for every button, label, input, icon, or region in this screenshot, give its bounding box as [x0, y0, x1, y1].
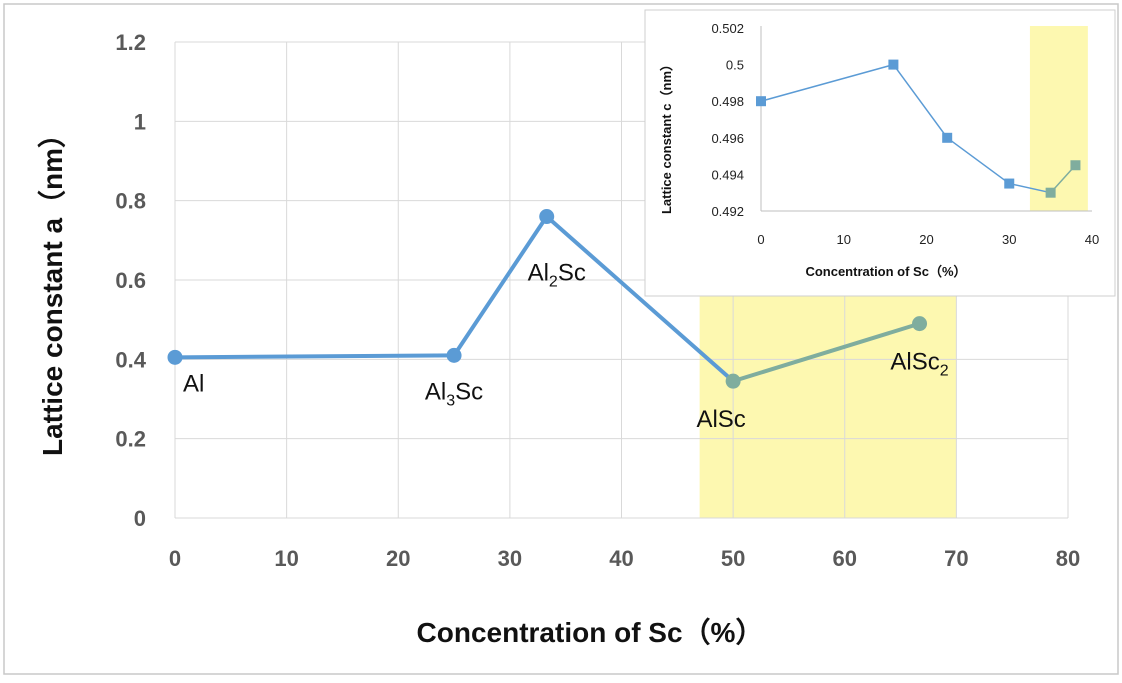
- main-x-tick-label: 40: [609, 546, 633, 571]
- main-x-tick-label: 10: [274, 546, 298, 571]
- main-x-axis-title: Concentration of Sc（%）: [417, 616, 764, 648]
- point-label-subscript: 3: [446, 392, 455, 409]
- inset-x-tick-label: 30: [1002, 232, 1016, 247]
- main-data-point: [167, 349, 183, 365]
- point-label-base: Al: [528, 260, 549, 287]
- main-y-tick-label: 0: [134, 506, 146, 531]
- main-x-tick-label: 80: [1056, 546, 1080, 571]
- inset-x-tick-label: 0: [757, 232, 764, 247]
- main-y-axis-title: Lattice constant a（nm）: [36, 120, 68, 456]
- main-series-segment: [173, 353, 457, 360]
- inset-x-tick-label: 20: [919, 232, 933, 247]
- inset-highlight-band: [1029, 26, 1088, 211]
- inset-series-segment: [1009, 182, 1051, 194]
- main-y-tick-label: 0.4: [115, 347, 146, 372]
- inset-x-tick-label: 40: [1085, 232, 1099, 247]
- inset-data-point: [1004, 178, 1015, 189]
- main-x-tick-label: 20: [386, 546, 410, 571]
- main-point-label: Al: [183, 370, 204, 397]
- inset-series-segment: [892, 64, 948, 139]
- main-x-tick-label: 50: [721, 546, 745, 571]
- inset-y-tick-label: 0.498: [711, 94, 744, 109]
- inset-x-tick-labels: 0 10 20 30 40: [757, 232, 1099, 247]
- main-series-segment: [731, 321, 922, 384]
- inset-series: [756, 59, 1081, 198]
- inset-y-tick-label: 0.492: [711, 204, 744, 219]
- main-y-tick-label: 1: [134, 109, 146, 134]
- inset-y-axis-title: Lattice constant c（nm）: [659, 58, 674, 214]
- point-label-base: AlSc: [696, 406, 745, 433]
- main-x-tick-label: 60: [833, 546, 857, 571]
- inset-y-tick-label: 0.494: [711, 167, 744, 182]
- point-label-base: Al: [183, 370, 204, 397]
- point-label-subscript: 2: [549, 274, 558, 291]
- main-point-label: Al2Sc: [528, 260, 586, 291]
- inset-data-point: [1070, 160, 1081, 171]
- point-label-base: AlSc: [890, 349, 939, 376]
- point-label-tail: Sc: [558, 260, 586, 287]
- inset-data-point: [942, 132, 953, 143]
- inset-y-tick-labels: 0.492 0.494 0.496 0.498 0.5 0.502: [711, 21, 744, 219]
- main-data-point: [446, 347, 462, 363]
- main-y-tick-label: 1.2: [115, 30, 146, 55]
- inset-data-point: [888, 59, 899, 70]
- inset-y-tick-label: 0.496: [711, 131, 744, 146]
- main-data-point: [912, 316, 928, 332]
- inset-axes: [760, 26, 1092, 212]
- inset-data-point: [756, 96, 766, 107]
- main-y-tick-labels: 0 0.2 0.4 0.6 0.8 1 1.2: [115, 30, 146, 531]
- main-data-point: [725, 373, 741, 389]
- main-x-tick-label: 0: [169, 546, 181, 571]
- inset-y-tick-label: 0.502: [711, 21, 744, 36]
- inset-highlight-band-layer: [1029, 26, 1088, 211]
- point-label-subscript: 2: [940, 363, 949, 380]
- main-point-label: AlSc2: [890, 349, 948, 380]
- main-point-label: Al3Sc: [425, 378, 483, 409]
- inset-x-tick-label: 10: [837, 232, 851, 247]
- inset-y-tick-label: 0.5: [726, 58, 744, 73]
- main-y-tick-label: 0.8: [115, 189, 146, 214]
- main-series-segment: [452, 214, 549, 358]
- main-series: [167, 209, 928, 389]
- main-x-tick-labels: 0 10 20 30 40 50 60 70 80: [169, 546, 1080, 571]
- main-x-tick-label: 30: [498, 546, 522, 571]
- main-y-tick-label: 0.2: [115, 427, 146, 452]
- main-series-segment: [544, 214, 736, 384]
- inset-series-segment: [946, 137, 1010, 185]
- main-data-point: [539, 209, 555, 225]
- inset-chart: 0.492 0.494 0.496 0.498 0.5 0.502 0 10 20 30 40 C…: [644, 9, 1116, 297]
- inset-x-axis-title: Concentration of Sc（%）: [805, 264, 966, 279]
- point-label-tail: Sc: [455, 378, 483, 405]
- inset-data-point: [1045, 187, 1056, 198]
- main-point-label: AlSc: [696, 406, 745, 433]
- main-x-tick-label: 70: [944, 546, 968, 571]
- main-y-tick-label: 0.6: [115, 268, 146, 293]
- point-label-base: Al: [425, 378, 446, 405]
- inset-series-segment: [760, 63, 894, 102]
